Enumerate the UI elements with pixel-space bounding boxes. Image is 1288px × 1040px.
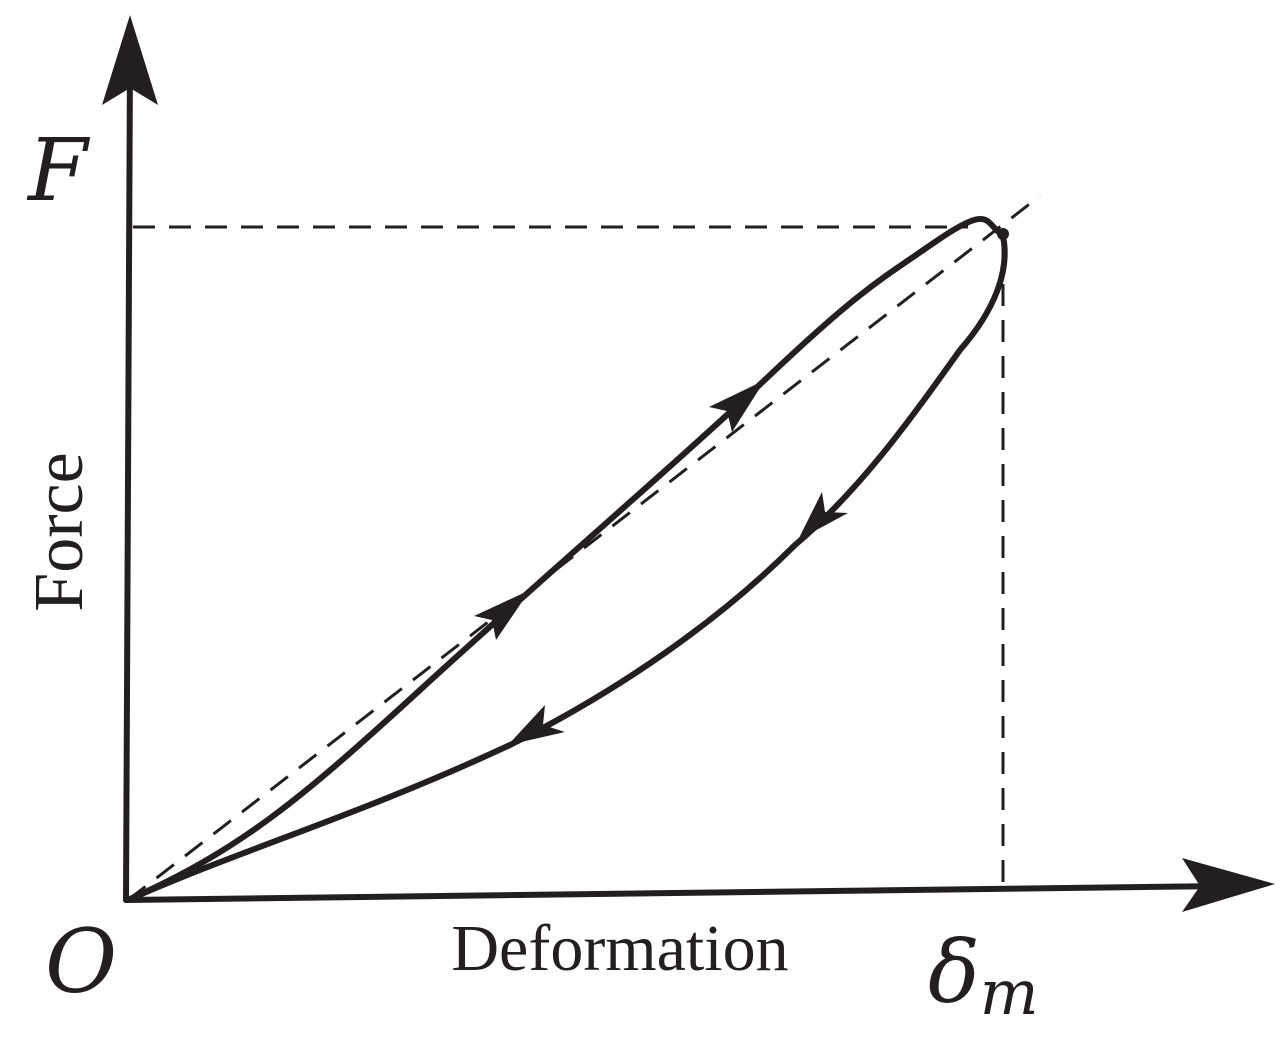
force-symbol-label: F — [26, 121, 91, 221]
deformation-axis-label: Deformation — [451, 912, 788, 985]
x-axis — [123, 883, 1228, 903]
peak-point — [997, 228, 1009, 240]
unloading-direction-arrowhead-lower — [508, 705, 565, 745]
y-axis-arrowhead — [102, 15, 158, 105]
y-axis — [123, 57, 133, 903]
secant-dashed-line — [127, 194, 1041, 902]
origin-label: O — [45, 910, 117, 1013]
max-deformation-label: δm — [928, 923, 1039, 1029]
max-deformation-symbol: δ — [928, 923, 980, 1023]
max-deformation-subscript: m — [980, 956, 1039, 1029]
loading-direction-arrowhead-upper — [709, 380, 765, 432]
unloading-direction-arrowhead-upper — [798, 492, 848, 540]
loading-direction-arrowhead-lower — [474, 590, 530, 640]
unloading-curve — [125, 233, 1008, 903]
force-axis-label: Force — [21, 452, 98, 611]
loading-curve — [125, 216, 1003, 903]
x-axis-arrowhead — [1182, 858, 1275, 912]
